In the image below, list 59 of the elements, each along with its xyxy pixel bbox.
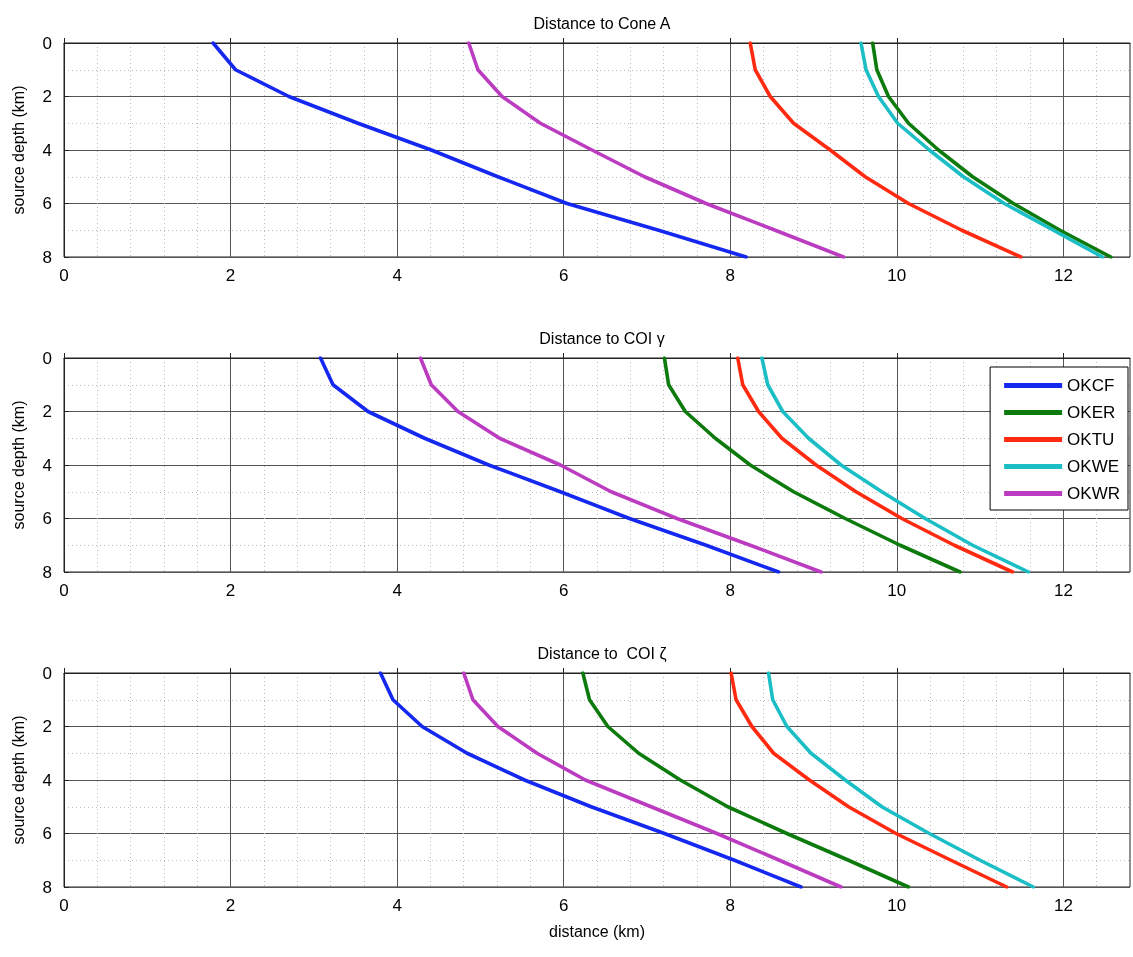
x-tick-label: 6 [558,581,569,600]
x-tick-label: 4 [392,581,402,600]
x-tick-label: 0 [59,896,69,915]
x-tick-label: 10 [887,581,907,600]
line-series [461,671,843,889]
x-tick-label: 12 [1053,896,1073,915]
y-tick-label: 6 [42,824,52,843]
y-tick-label: 0 [42,663,52,683]
line-series [318,356,781,574]
legend-label: OKTU [1067,430,1115,449]
line-series [378,671,803,889]
line-series [729,671,1009,889]
x-tick-label: 2 [225,581,236,600]
chart-title: Distance to COI γ [539,329,665,347]
x-tick-label: 4 [392,266,402,285]
y-tick-label: 6 [42,509,52,528]
y-axis-title: source depth (km) [9,400,27,530]
y-tick-label: 8 [42,247,52,267]
chart-title: Distance to Cone A [533,14,671,32]
x-tick-label: 8 [725,581,735,600]
y-tick-label: 4 [42,140,52,160]
legend-label: OKWE [1067,457,1120,476]
y-axis-title: source depth (km) [9,85,27,215]
x-axis-title: distance (km) [548,922,646,940]
y-tick-label: 0 [42,348,52,368]
x-tick-label: 4 [392,896,402,915]
y-tick-label: 8 [42,562,52,582]
x-tick-label: 12 [1053,581,1073,600]
y-tick-label: 4 [42,455,52,475]
line-series [466,41,846,259]
y-tick-label: 2 [42,87,52,106]
legend-label: OKCF [1067,376,1115,395]
y-tick-label: 2 [42,402,52,421]
x-tick-label: 8 [725,266,735,285]
x-tick-label: 8 [725,896,735,915]
line-series [748,41,1023,259]
x-tick-label: 10 [887,896,907,915]
line-series [662,356,962,574]
legend-label: OKER [1067,403,1116,422]
chart-title: Distance to COI ζ [537,644,667,663]
x-tick-label: 10 [887,266,907,285]
x-tick-label: 0 [59,581,69,600]
x-tick-label: 6 [558,896,569,915]
legend-label: OKWR [1067,484,1121,503]
line-series [418,356,823,574]
x-tick-label: 6 [558,266,569,285]
y-tick-label: 8 [42,877,52,897]
x-tick-label: 0 [59,266,69,285]
x-tick-label: 2 [225,896,236,915]
y-tick-label: 4 [42,770,52,790]
line-series [581,671,911,889]
line-series [766,671,1036,889]
line-series [211,41,748,259]
y-tick-label: 0 [42,33,52,53]
y-tick-label: 2 [42,717,52,736]
y-tick-label: 6 [42,194,52,213]
x-tick-label: 2 [225,266,236,285]
x-tick-label: 12 [1053,266,1073,285]
y-axis-title: source depth (km) [9,715,27,845]
